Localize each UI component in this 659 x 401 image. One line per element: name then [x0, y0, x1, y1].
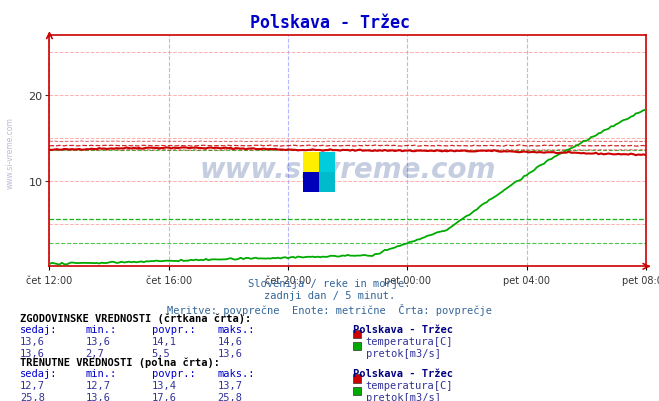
Text: povpr.:: povpr.: [152, 324, 195, 334]
Text: temperatura[C]: temperatura[C] [366, 380, 453, 390]
Text: 25,8: 25,8 [20, 392, 45, 401]
Text: Polskava - Tržec: Polskava - Tržec [353, 324, 453, 334]
Text: TRENUTNE VREDNOSTI (polna črta):: TRENUTNE VREDNOSTI (polna črta): [20, 357, 219, 367]
Text: Polskava - Tržec: Polskava - Tržec [250, 14, 409, 32]
Text: pretok[m3/s]: pretok[m3/s] [366, 348, 441, 358]
Text: 25,8: 25,8 [217, 392, 243, 401]
Text: 14,6: 14,6 [217, 336, 243, 346]
Text: pretok[m3/s]: pretok[m3/s] [366, 392, 441, 401]
Text: maks.:: maks.: [217, 324, 255, 334]
Bar [303, 152, 319, 172]
Text: 13,6: 13,6 [86, 336, 111, 346]
Text: maks.:: maks.: [217, 368, 255, 378]
Text: 13,6: 13,6 [86, 392, 111, 401]
Text: 12,7: 12,7 [20, 380, 45, 390]
Bar [319, 152, 335, 172]
Text: povpr.:: povpr.: [152, 368, 195, 378]
Text: sedaj:: sedaj: [20, 324, 57, 334]
Text: Meritve: povprečne  Enote: metrične  Črta: povprečje: Meritve: povprečne Enote: metrične Črta:… [167, 303, 492, 315]
Text: 13,7: 13,7 [217, 380, 243, 390]
Text: Slovenija / reke in morje.: Slovenija / reke in morje. [248, 279, 411, 289]
Text: 13,6: 13,6 [217, 348, 243, 358]
Bar [319, 172, 335, 192]
Text: www.si-vreme.com: www.si-vreme.com [5, 117, 14, 188]
Text: ZGODOVINSKE VREDNOSTI (črtkana črta):: ZGODOVINSKE VREDNOSTI (črtkana črta): [20, 313, 251, 323]
Text: 5,5: 5,5 [152, 348, 170, 358]
Text: 17,6: 17,6 [152, 392, 177, 401]
Text: sedaj:: sedaj: [20, 368, 57, 378]
Text: temperatura[C]: temperatura[C] [366, 336, 453, 346]
Text: 13,4: 13,4 [152, 380, 177, 390]
Text: 13,6: 13,6 [20, 348, 45, 358]
Text: 13,6: 13,6 [20, 336, 45, 346]
Text: 12,7: 12,7 [86, 380, 111, 390]
Text: www.si-vreme.com: www.si-vreme.com [200, 156, 496, 184]
Text: 14,1: 14,1 [152, 336, 177, 346]
Text: zadnji dan / 5 minut.: zadnji dan / 5 minut. [264, 291, 395, 301]
Text: min.:: min.: [86, 324, 117, 334]
Text: 2,7: 2,7 [86, 348, 104, 358]
Text: min.:: min.: [86, 368, 117, 378]
Text: Polskava - Tržec: Polskava - Tržec [353, 368, 453, 378]
Bar [303, 172, 319, 192]
